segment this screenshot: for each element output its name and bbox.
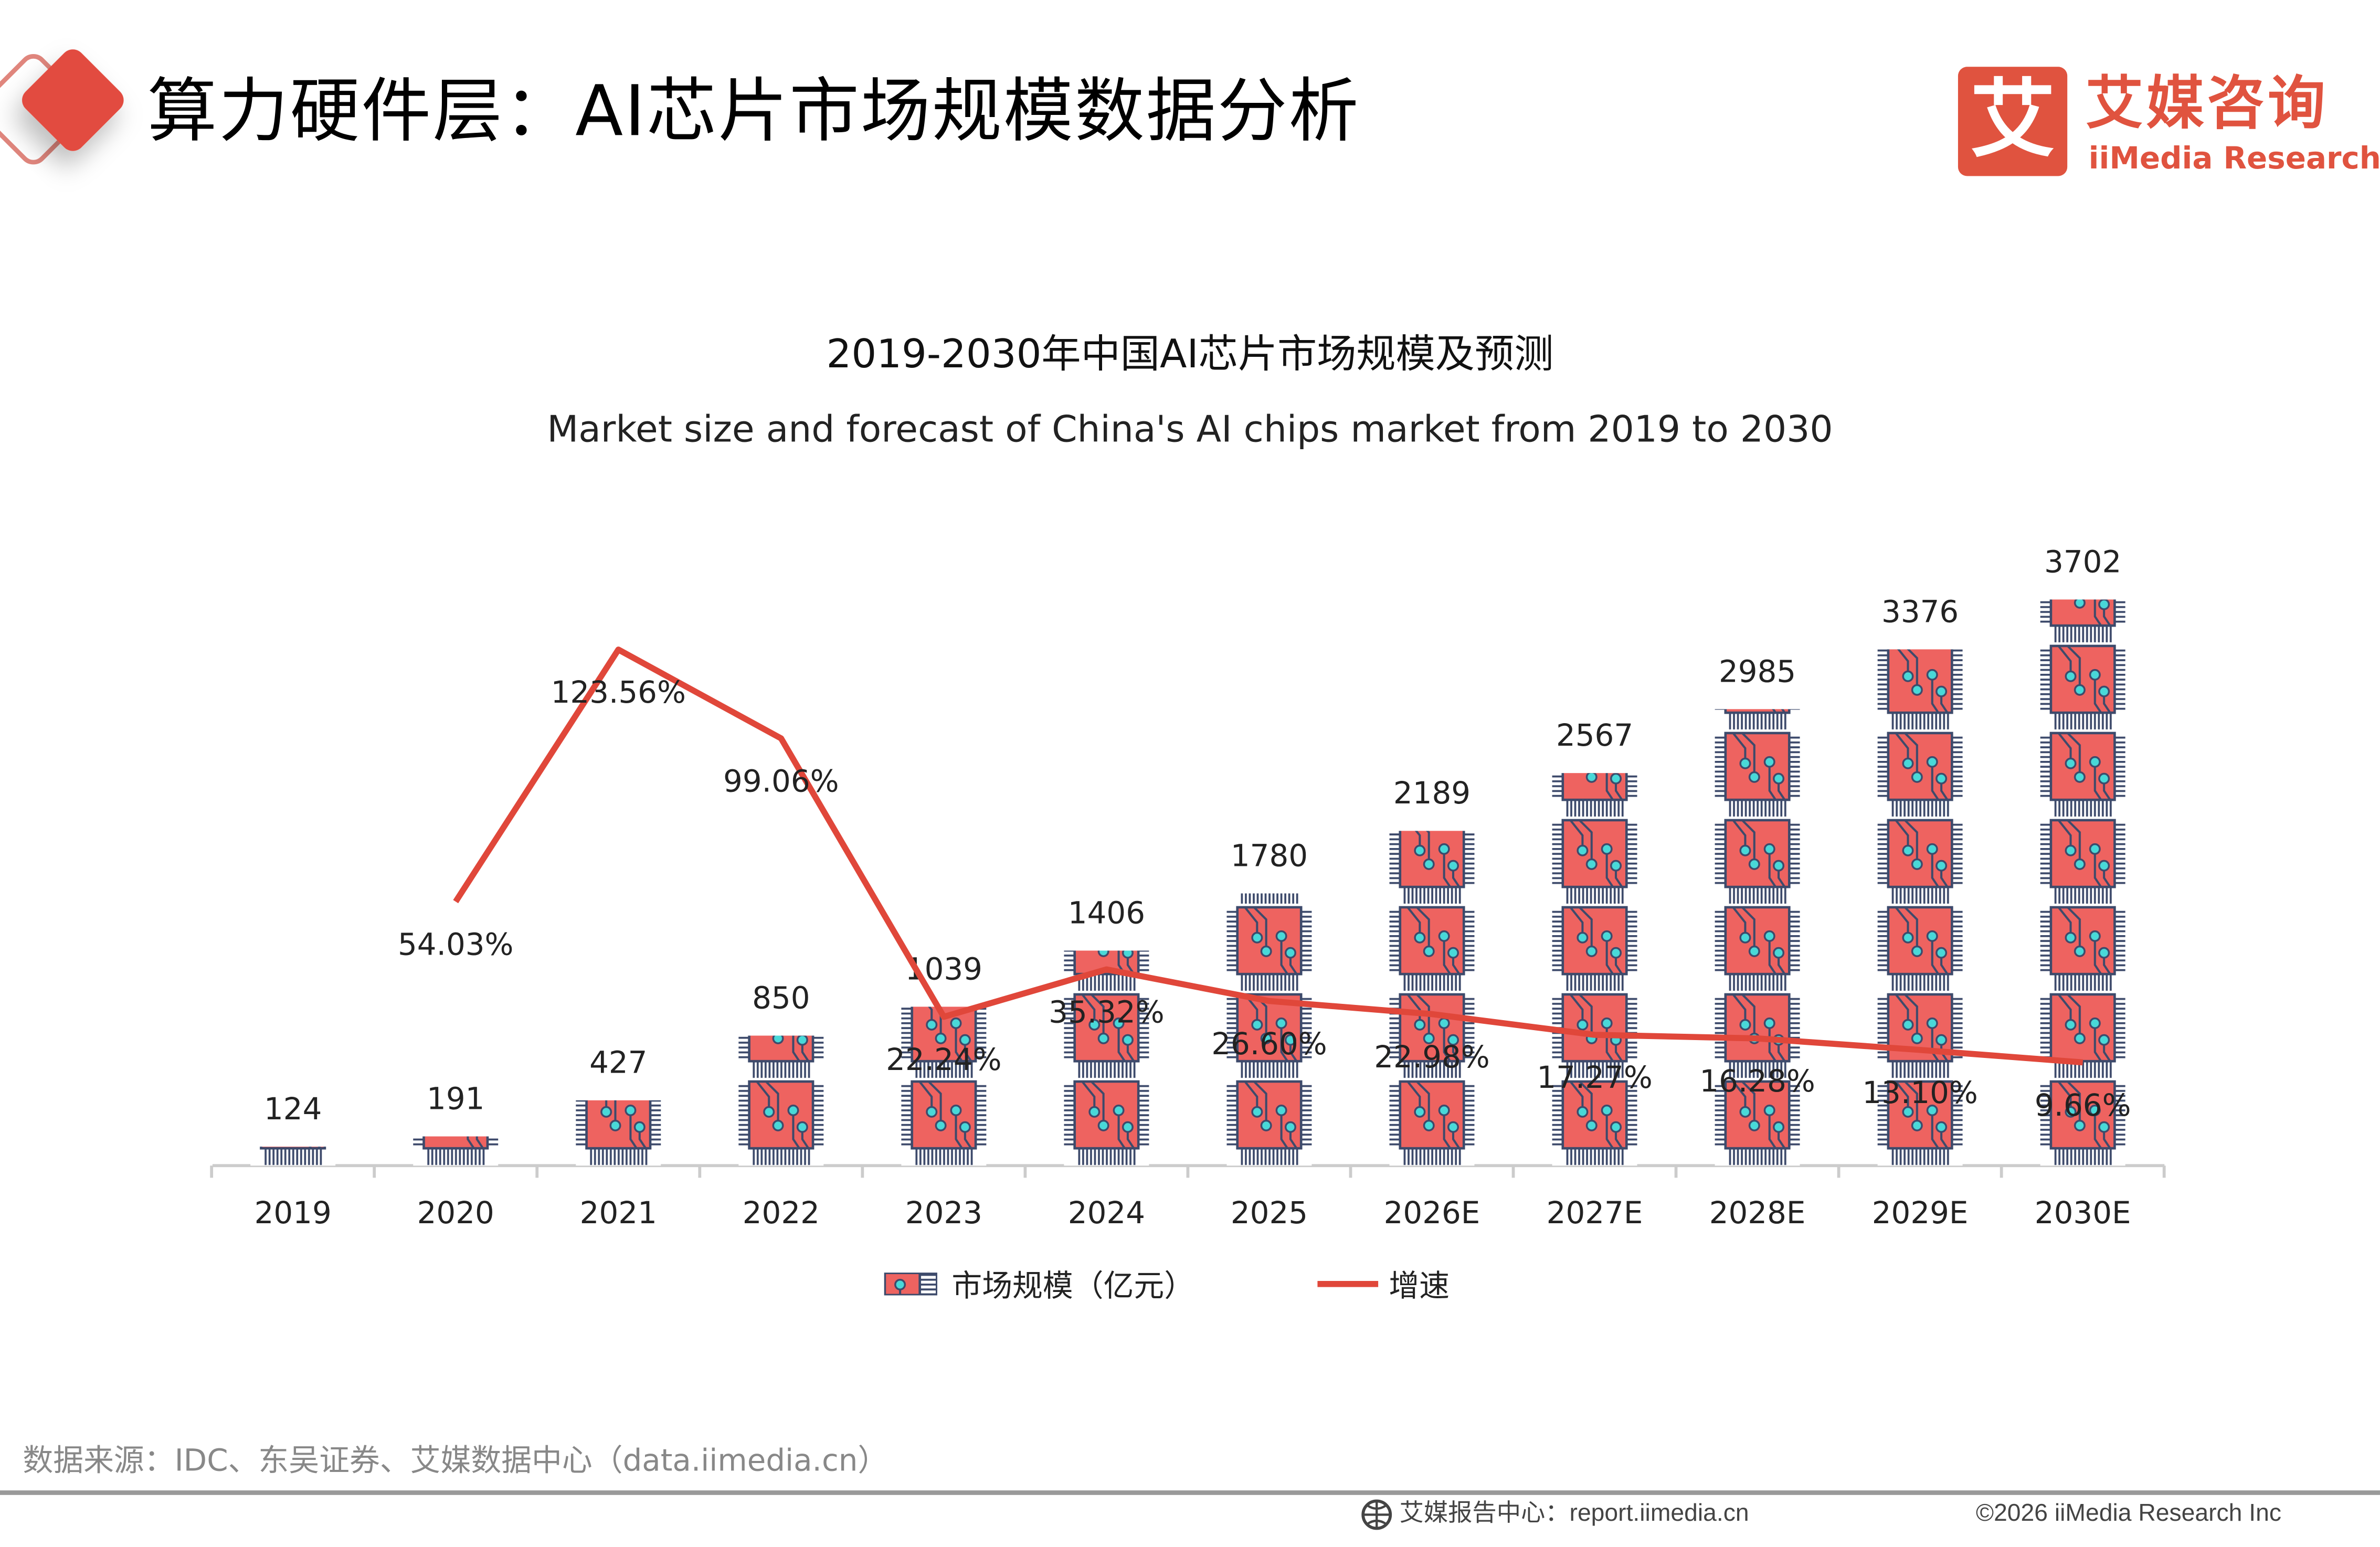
logo-name-cn: 艾媒咨询: [2085, 70, 2329, 137]
growth-value-label: 16.28%: [1699, 1063, 1815, 1099]
bar-2026E: [1389, 831, 1475, 1166]
bar-2025: [1226, 893, 1312, 1166]
growth-value-label: 22.24%: [886, 1042, 1002, 1077]
bar-value-label: 3702: [2044, 544, 2121, 579]
growth-value-label: 9.66%: [2035, 1087, 2131, 1123]
logo-name-en: iiMedia Research: [2088, 140, 2380, 176]
bar-value-label: 1406: [1068, 895, 1145, 930]
title-diamond-icon: [0, 49, 124, 165]
bar-2029E: [1877, 649, 1963, 1166]
bar-2023: [901, 1006, 987, 1166]
legend-bar-label: 市场规模（亿元）: [951, 1268, 1194, 1304]
bar-value-label: 2189: [1393, 775, 1471, 811]
legend-line-label: 增速: [1389, 1268, 1450, 1304]
growth-value-label: 99.06%: [723, 763, 839, 799]
footer-divider: [0, 1490, 2380, 1495]
category-label: 2022: [743, 1195, 820, 1231]
bar-value-label: 850: [752, 980, 810, 1015]
footer-copyright: ©2026 iiMedia Research Inc: [1975, 1501, 2281, 1527]
category-label: 2021: [580, 1195, 657, 1231]
bar-value-label: 2567: [1556, 717, 1633, 753]
category-label: 2030E: [2035, 1195, 2131, 1231]
bar-value-label: 1780: [1231, 838, 1308, 873]
growth-value-label: 123.56%: [551, 674, 686, 710]
bar-2027E: [1552, 773, 1637, 1166]
growth-value-label: 35.32%: [1049, 994, 1165, 1030]
page-title: 算力硬件层：AI芯片市场规模数据分析: [147, 70, 1360, 152]
bar-2022: [738, 1035, 824, 1166]
category-label: 2025: [1231, 1195, 1308, 1231]
growth-line: [453, 647, 2083, 1066]
bar-2021: [576, 1100, 661, 1166]
bar-value-label: 124: [264, 1091, 322, 1127]
bar-value-label: 2985: [1719, 653, 1796, 689]
category-label: 2029E: [1872, 1195, 1969, 1231]
bar-value-label: 191: [427, 1080, 484, 1116]
chart-subtitle: Market size and forecast of China's AI c…: [547, 408, 1833, 451]
category-label: 2028E: [1709, 1195, 1806, 1231]
iimedia-logo-icon: 艾: [1958, 67, 2068, 176]
growth-value-label: 26.60%: [1211, 1026, 1327, 1062]
bar-value-label: 427: [589, 1045, 647, 1080]
legend-bar-swatch-icon: [884, 1273, 937, 1296]
category-label: 2026E: [1384, 1195, 1480, 1231]
category-label: 2024: [1068, 1195, 1145, 1231]
category-label: 2019: [255, 1195, 332, 1231]
growth-value-label: 22.98%: [1374, 1039, 1490, 1075]
category-label: 2020: [417, 1195, 494, 1231]
bar-2020: [413, 1136, 499, 1166]
category-label: 2027E: [1547, 1195, 1643, 1231]
chart-title: 2019-2030年中国AI芯片市场规模及预测: [826, 332, 1554, 378]
bar-2019: [250, 1147, 336, 1166]
bar-2028E: [1715, 709, 1800, 1166]
bar-value-label: 3376: [1881, 594, 1959, 629]
growth-value-label: 54.03%: [398, 926, 514, 962]
bar-2030E: [2040, 599, 2125, 1166]
data-source: 数据来源：IDC、东吴证券、艾媒数据中心（data.iimedia.cn）: [23, 1442, 888, 1479]
category-label: 2023: [905, 1195, 982, 1231]
bar-2024: [1064, 950, 1149, 1166]
growth-value-label: 17.27%: [1537, 1059, 1653, 1095]
footer-report-link[interactable]: 艾媒报告中心：report.iimedia.cn: [1399, 1501, 1749, 1527]
globe-icon: [1361, 1499, 1392, 1530]
growth-value-label: 13.10%: [1862, 1075, 1978, 1110]
